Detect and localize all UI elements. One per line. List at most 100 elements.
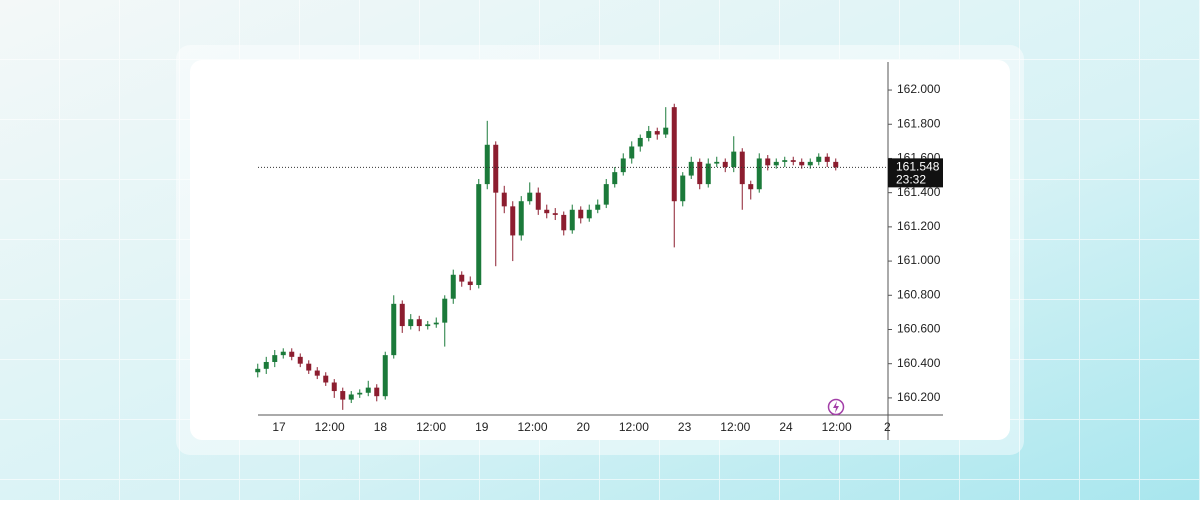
candle-body [731, 151, 737, 168]
candle-body [535, 192, 541, 210]
y-tick-label: 161.200 [897, 219, 941, 233]
candle-body [782, 160, 788, 162]
candle-body [697, 161, 703, 185]
x-tick-label: 12:00 [822, 420, 852, 434]
candle-body [765, 158, 771, 166]
plot [255, 103, 839, 410]
lightning-icon[interactable] [827, 398, 845, 416]
candle-body [569, 209, 575, 231]
candle-body [688, 161, 694, 176]
candle-body [807, 161, 813, 166]
candle-body [331, 382, 337, 392]
candle-body [357, 392, 363, 395]
icon-bolt [833, 401, 839, 413]
x-tick-label: 17 [272, 420, 286, 434]
icon-circle [827, 398, 845, 416]
y-tick-label: 161.000 [897, 253, 941, 267]
x-tick-label: 12:00 [619, 420, 649, 434]
candle-body [722, 161, 728, 168]
candle-body [561, 214, 567, 231]
y-tick-label: 161.800 [897, 116, 941, 130]
candle-body [323, 375, 329, 383]
x-tick-label: 2 [884, 420, 891, 434]
candle-body [620, 158, 626, 173]
y-tick-label: 160.800 [897, 287, 941, 301]
candle-body [824, 156, 830, 162]
candle-body [748, 184, 754, 190]
candle-body [416, 319, 422, 327]
candle-body [705, 163, 711, 185]
candle-body [476, 184, 482, 286]
candle-body [391, 303, 397, 356]
candle-body [425, 324, 431, 327]
candle-body [348, 394, 354, 400]
candle-body [272, 355, 278, 362]
candle-body [382, 355, 388, 397]
candle-body [399, 303, 405, 327]
last-price-box [888, 158, 943, 188]
candle-body [637, 137, 643, 147]
candle-body [578, 209, 584, 219]
candle-body [493, 144, 499, 193]
candle-body [374, 387, 380, 397]
chart-card [190, 60, 1010, 440]
countdown-label: 23:32 [896, 173, 926, 187]
x-tick-label: 12:00 [720, 420, 750, 434]
x-tick-label: 12:00 [517, 420, 547, 434]
candle-body [433, 322, 439, 325]
x-tick-label: 20 [577, 420, 591, 434]
candle-body [799, 161, 805, 166]
candle-body [833, 161, 839, 168]
y-tick-label: 160.400 [897, 356, 941, 370]
candle-body [501, 192, 507, 207]
candle-body [773, 161, 779, 166]
y-tick-label: 162.000 [897, 82, 941, 96]
candle-body [484, 144, 490, 185]
candle-body [518, 201, 524, 236]
candle-body [306, 363, 312, 371]
x-tick-label: 23 [678, 420, 692, 434]
candle-body [646, 131, 652, 138]
candle-body [289, 351, 295, 357]
last-price-label: 161.548 [896, 160, 940, 174]
candle-body [255, 368, 261, 373]
candle-body [603, 184, 609, 205]
candle-body [816, 156, 822, 162]
x-tick-label: 24 [779, 420, 793, 434]
candle-body [595, 204, 601, 210]
x-tick-label: 18 [374, 420, 388, 434]
candle-body [629, 146, 635, 159]
candle-body [263, 361, 269, 369]
candle-body [297, 356, 303, 364]
y-tick-label: 161.400 [897, 185, 941, 199]
candle-body [442, 298, 448, 323]
candle-body [365, 387, 371, 393]
candle-body [654, 131, 660, 135]
candle-body [459, 274, 465, 282]
candle-body [680, 175, 686, 202]
candle-body [510, 206, 516, 236]
candle-body [280, 351, 286, 356]
candle-body [467, 281, 473, 286]
candle-body [408, 319, 414, 327]
candle-body [586, 209, 592, 219]
candle-body [663, 127, 669, 135]
y-tick-label: 160.200 [897, 390, 941, 404]
x-tick-label: 12:00 [315, 420, 345, 434]
candle-body [714, 161, 720, 164]
y-tick-label: 160.600 [897, 322, 941, 336]
candle-body [671, 107, 677, 202]
candle-body [340, 391, 346, 400]
candle-body [552, 213, 558, 215]
x-tick-label: 12:00 [416, 420, 446, 434]
candle-body [790, 160, 796, 162]
candle-body [450, 274, 456, 299]
candle-body [612, 172, 618, 185]
candle-body [756, 158, 762, 190]
candle-body [544, 209, 550, 214]
candle-body [527, 192, 533, 202]
candle-body [314, 370, 320, 376]
candle-body [739, 151, 745, 185]
